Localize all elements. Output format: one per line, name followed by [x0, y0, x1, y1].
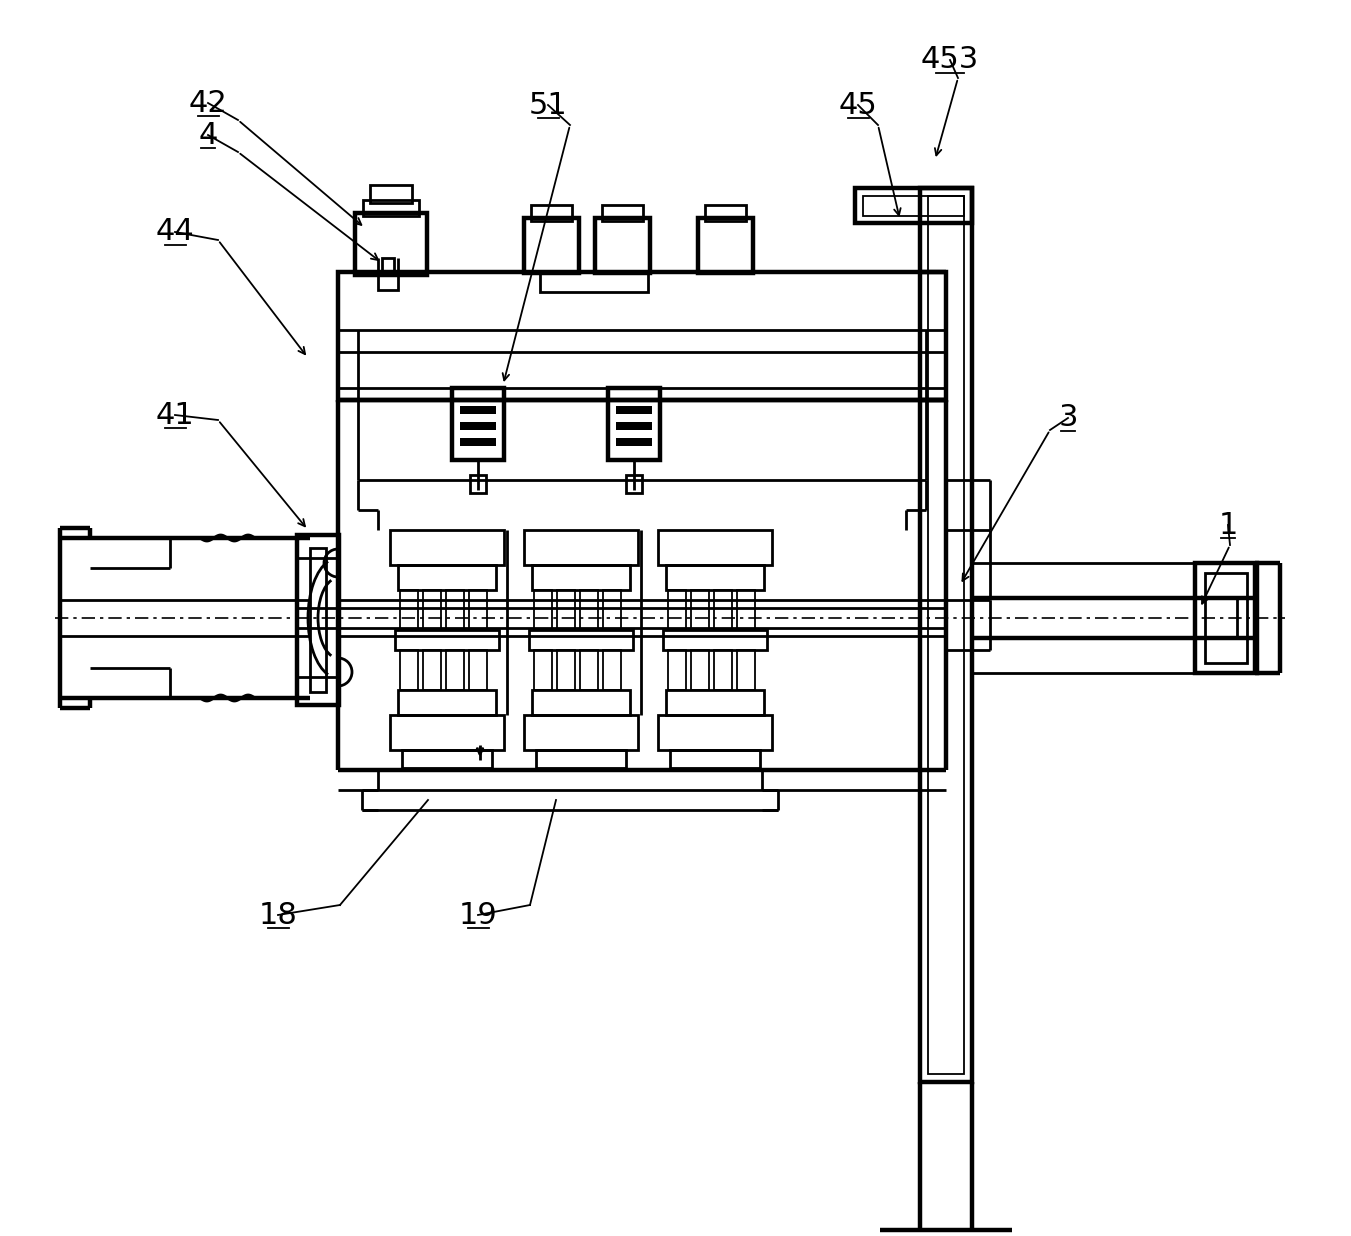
Bar	[666, 690, 765, 714]
Bar	[626, 475, 642, 493]
Bar	[459, 405, 496, 414]
Bar	[855, 188, 971, 222]
Bar	[920, 188, 971, 1082]
Bar	[580, 590, 598, 630]
Bar	[698, 218, 753, 273]
Bar	[713, 650, 732, 690]
Bar	[580, 650, 598, 690]
Bar	[453, 388, 504, 460]
Bar	[534, 590, 553, 630]
Bar	[663, 630, 767, 650]
Bar	[524, 218, 580, 273]
Bar	[666, 565, 765, 590]
Bar	[390, 714, 504, 750]
Bar	[532, 565, 630, 590]
Bar	[297, 535, 339, 705]
Bar	[1196, 564, 1256, 672]
Text: 18: 18	[258, 901, 297, 929]
Bar	[557, 590, 576, 630]
Bar	[378, 272, 399, 290]
Bar	[423, 590, 440, 630]
Text: 42: 42	[189, 89, 227, 117]
Bar	[603, 650, 621, 690]
Bar	[557, 650, 576, 690]
Bar	[616, 438, 653, 446]
Bar	[370, 185, 412, 203]
Bar	[690, 650, 709, 690]
Text: 41: 41	[155, 400, 195, 429]
Bar	[531, 205, 571, 221]
Bar	[394, 630, 499, 650]
Bar	[390, 530, 504, 565]
Bar	[534, 650, 553, 690]
Text: 4: 4	[199, 120, 218, 150]
Bar	[738, 650, 755, 690]
Text: 45: 45	[839, 90, 877, 120]
Bar	[338, 272, 946, 400]
Bar	[658, 714, 771, 750]
Bar	[608, 388, 661, 460]
Bar	[738, 590, 755, 630]
Bar	[616, 405, 653, 414]
Bar	[469, 590, 486, 630]
Bar	[470, 475, 486, 493]
Text: 1: 1	[1219, 510, 1238, 539]
Bar	[446, 590, 463, 630]
Bar	[536, 750, 626, 768]
Bar	[400, 650, 417, 690]
Bar	[594, 218, 650, 273]
Text: 51: 51	[528, 90, 567, 120]
Bar	[1205, 574, 1247, 662]
Bar	[658, 530, 771, 565]
Bar	[863, 197, 965, 216]
Bar	[382, 258, 394, 273]
Bar	[1238, 598, 1255, 638]
Bar	[363, 200, 419, 216]
Bar	[309, 548, 326, 692]
Bar	[603, 205, 643, 221]
Bar	[713, 590, 732, 630]
Bar	[355, 213, 427, 274]
Bar	[705, 205, 746, 221]
Bar	[670, 750, 761, 768]
Bar	[469, 650, 486, 690]
Bar	[667, 590, 686, 630]
Bar	[399, 690, 496, 714]
Bar	[532, 690, 630, 714]
Text: 19: 19	[458, 901, 497, 929]
Bar	[403, 750, 492, 768]
Bar	[459, 438, 496, 446]
Bar	[399, 565, 496, 590]
Bar	[928, 197, 965, 1074]
Bar	[690, 590, 709, 630]
Bar	[616, 421, 653, 430]
Text: 44: 44	[155, 218, 195, 246]
Bar	[524, 530, 638, 565]
Bar	[446, 650, 463, 690]
Bar	[530, 630, 634, 650]
Text: 3: 3	[1058, 403, 1078, 433]
Bar	[400, 590, 417, 630]
Bar	[524, 714, 638, 750]
Bar	[603, 590, 621, 630]
Bar	[423, 650, 440, 690]
Bar	[667, 650, 686, 690]
Bar	[459, 421, 496, 430]
Text: 453: 453	[921, 46, 979, 74]
Bar	[540, 272, 648, 292]
